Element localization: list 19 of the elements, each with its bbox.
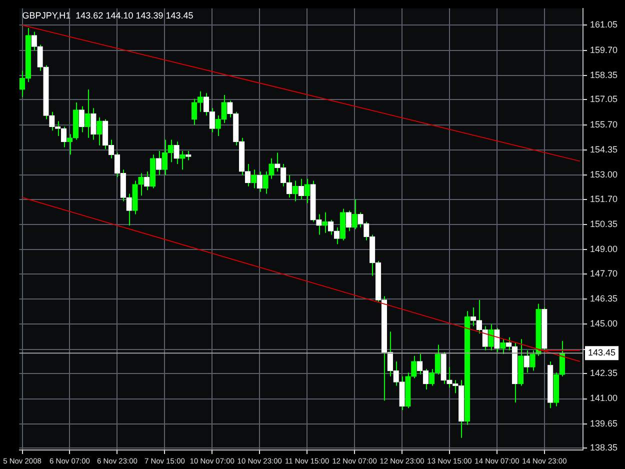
- y-tick-label: 157.05: [590, 94, 618, 104]
- y-tick-label: 147.70: [590, 268, 618, 278]
- y-tick-label: 150.35: [590, 219, 618, 230]
- y-tick-label: 138.35: [590, 442, 618, 453]
- y-tick-label: 158.35: [590, 70, 618, 80]
- y-tick-label: 155.70: [590, 119, 618, 130]
- y-tick-label: 139.65: [590, 418, 618, 428]
- y-tick-label: 154.35: [590, 144, 618, 154]
- ref-line-label: 143.45: [588, 348, 616, 358]
- y-tick-label: 151.70: [590, 194, 618, 204]
- y-tick-label: 161.05: [590, 20, 618, 30]
- y-tick-label: 145.00: [590, 318, 618, 329]
- chart-title: GBPJPY,H1 143.62 144.10 143.39 143.45: [22, 10, 194, 20]
- y-tick-label: 159.70: [590, 44, 618, 55]
- y-tick-label: 141.00: [590, 393, 618, 404]
- y-tick-label: 153.00: [590, 170, 618, 180]
- y-tick-label: 146.35: [590, 294, 618, 304]
- y-tick-label: 142.35: [590, 368, 618, 378]
- y-tick-label: 149.00: [590, 244, 618, 254]
